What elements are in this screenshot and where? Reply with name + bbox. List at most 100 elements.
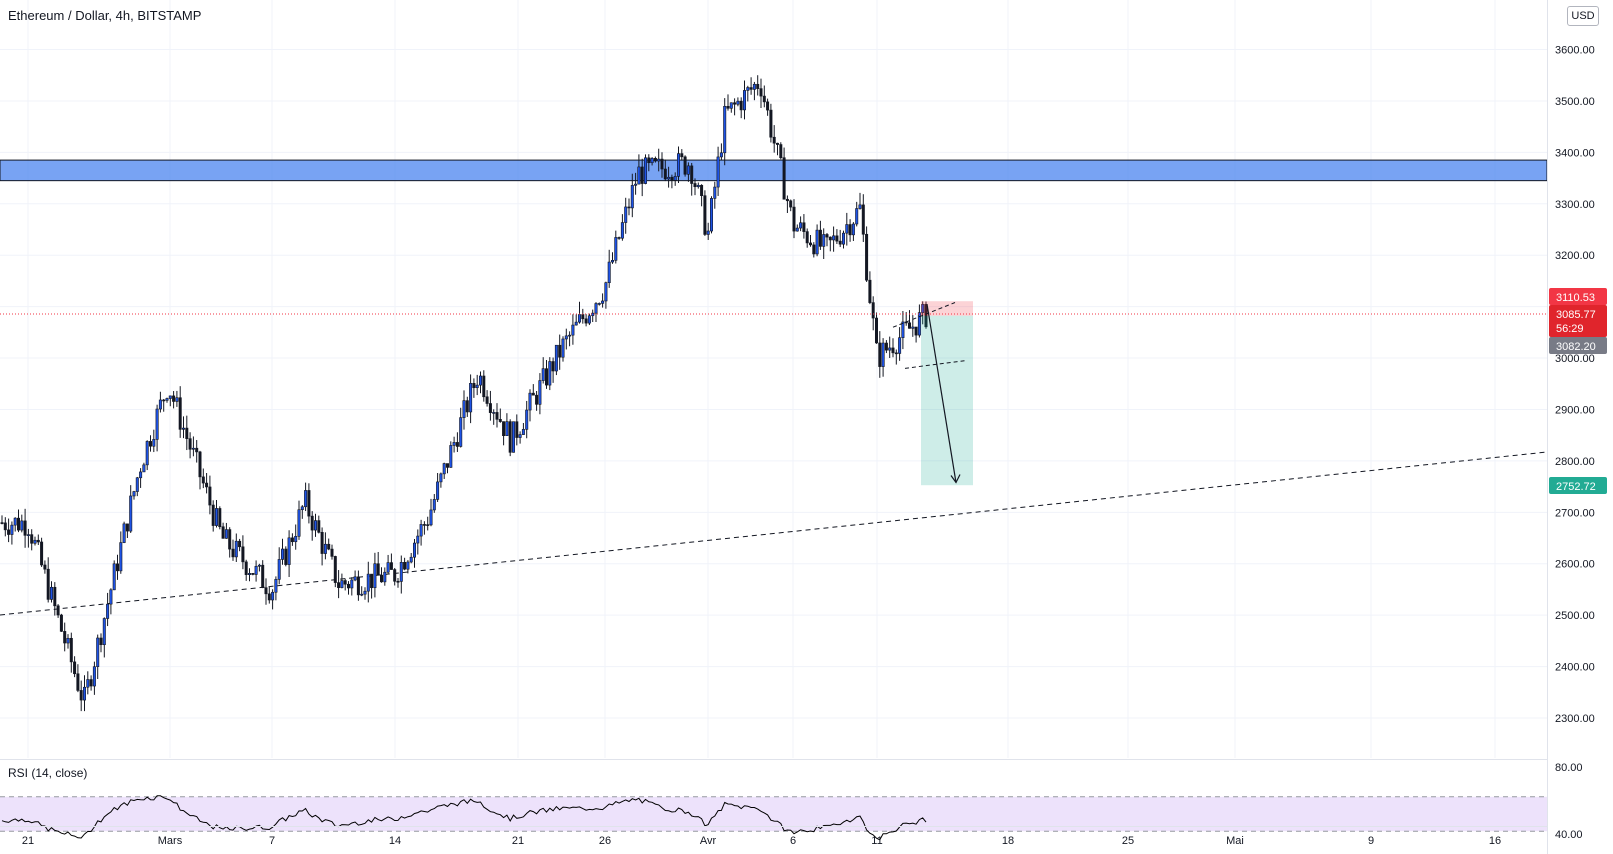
candle-body — [924, 304, 928, 328]
candle-body — [917, 312, 921, 336]
rsi-title: RSI (14, close) — [8, 766, 88, 780]
candle-body — [251, 573, 255, 575]
candle-body — [472, 383, 476, 389]
last-price-label: 3085.77 — [1556, 309, 1596, 321]
candle-body — [554, 344, 558, 372]
candle-body — [350, 579, 354, 589]
projection-arrow[interactable] — [926, 303, 957, 483]
candle-body — [686, 165, 690, 175]
candle-body — [759, 88, 763, 97]
wedge-lower-line[interactable] — [904, 360, 966, 369]
candle-body — [521, 429, 525, 435]
candle-body — [3, 522, 7, 531]
candle-body — [808, 242, 812, 246]
time-tick-label: Mars — [158, 835, 183, 847]
candle-body — [637, 166, 641, 185]
price-tick-label: 2600.00 — [1555, 559, 1595, 571]
candle-body — [703, 195, 707, 235]
candle-body — [23, 520, 27, 536]
candle-body — [660, 158, 664, 170]
time-tick-label: 16 — [1489, 835, 1501, 847]
candle-body — [267, 593, 271, 601]
candle-body — [492, 412, 496, 414]
short-position-stop-area[interactable] — [921, 301, 973, 316]
currency-button[interactable]: USD — [1567, 6, 1599, 26]
candle-body — [789, 200, 793, 208]
candle-body — [310, 515, 314, 531]
candle-body — [647, 157, 651, 164]
candle-body — [558, 344, 562, 358]
candle-body — [211, 504, 215, 526]
candle-body — [416, 535, 420, 544]
candle-body — [30, 534, 34, 544]
candle-body — [0, 522, 4, 524]
candle-body — [403, 562, 407, 570]
candle-body — [792, 206, 796, 232]
candle-body — [290, 537, 294, 543]
time-axis[interactable]: 21 Mars 7 14 21 26 Avr 6 11 18 25 Mai 9 16 — [22, 835, 1501, 847]
candle-body — [36, 539, 40, 543]
candle-body — [508, 421, 512, 453]
candle-body — [399, 562, 403, 582]
candle-body — [379, 574, 383, 583]
candle-body — [330, 548, 334, 557]
price-axis[interactable]: 2300.00 2400.00 2500.00 2600.00 2700.00 2800.… — [1555, 45, 1595, 725]
candle-body — [564, 335, 568, 340]
candle-body — [63, 631, 67, 644]
price-tick-label: 2300.00 — [1555, 713, 1595, 725]
trendline[interactable] — [0, 451, 1548, 616]
candle-body — [185, 427, 189, 439]
candle-body — [643, 157, 647, 184]
candle-body — [485, 396, 489, 404]
candle-body — [541, 368, 545, 381]
candle-body — [337, 582, 341, 588]
candle-body — [610, 260, 614, 263]
candle-body — [657, 158, 661, 162]
candle-body — [327, 543, 331, 550]
candle-body — [20, 520, 24, 531]
candle-body — [894, 352, 898, 355]
candle-body — [459, 417, 463, 447]
candle-body — [320, 532, 324, 554]
candle-body — [723, 106, 727, 154]
entry-price-tag — [1549, 337, 1607, 354]
candle-body — [673, 176, 677, 181]
projection-arrowhead — [950, 474, 961, 484]
candle-body — [597, 303, 601, 305]
candle-body — [264, 587, 268, 595]
candle-body — [195, 447, 199, 453]
candle-body — [462, 400, 466, 418]
candle-body — [228, 529, 232, 550]
candle-body — [261, 564, 265, 589]
candle-body — [696, 184, 700, 188]
candle-body — [607, 261, 611, 283]
candle-body — [208, 486, 212, 506]
candle-body — [89, 679, 93, 687]
candle-body — [841, 232, 845, 245]
candle-body — [653, 158, 657, 162]
candle-body — [445, 463, 449, 468]
candle-body — [700, 184, 704, 196]
candle-body — [756, 83, 760, 89]
candle-body — [56, 605, 60, 616]
price-tick-label: 3500.00 — [1555, 96, 1595, 108]
candle-body — [366, 573, 370, 592]
candle-body — [323, 543, 327, 554]
resistance-zone[interactable] — [0, 159, 1548, 182]
candle-body — [317, 520, 321, 533]
candle-body — [795, 227, 799, 232]
candle-body — [280, 548, 284, 560]
candle-body — [406, 561, 410, 570]
candle-body — [409, 556, 413, 563]
candle-body — [346, 583, 350, 589]
candle-body — [548, 361, 552, 386]
rsi-upper-label: 80.00 — [1555, 762, 1583, 774]
candle-body — [175, 397, 179, 402]
candle-body — [122, 523, 126, 543]
short-position-target-area[interactable] — [921, 315, 973, 486]
candle-body — [667, 176, 671, 180]
candle-body — [356, 576, 360, 596]
candle-body — [634, 183, 638, 186]
candle-body — [502, 421, 506, 437]
